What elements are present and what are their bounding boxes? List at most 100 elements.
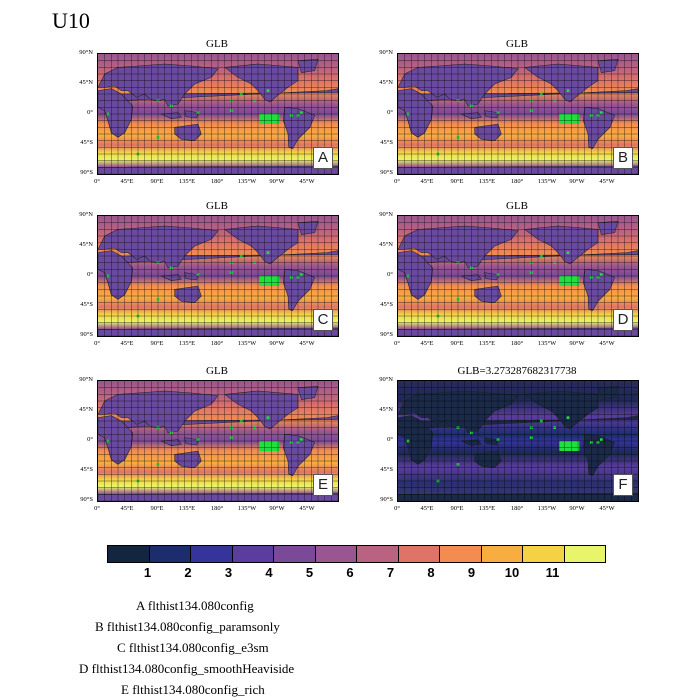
x-tick-label: 90°E xyxy=(150,340,164,347)
y-tick-label: 45°N xyxy=(379,241,393,248)
colorbar-tick-label: 4 xyxy=(265,565,273,580)
y-tick-label: 0° xyxy=(387,436,393,443)
map-panel-a: GLB A 90°N 45°N 0° 45°S 90°S 0° 45°E 90°E 135°E 180… xyxy=(79,38,339,198)
legend-run-name: flthist134.080config xyxy=(147,598,254,613)
panel-letter-label: E xyxy=(313,474,333,496)
panel-letter-label: F xyxy=(613,474,633,496)
x-tick-label: 0° xyxy=(394,178,400,185)
colorbar-swatch xyxy=(108,546,150,562)
colorbar-tick-label: 11 xyxy=(545,565,560,580)
map-panel-d: GLB D 90°N 45°N 0° 45°S 90°S 0° 45°E 90°E 135°E 180… xyxy=(379,200,639,360)
x-tick-label: 135°W xyxy=(537,178,557,185)
x-tick-label: 135°W xyxy=(237,505,257,512)
x-tick-label: 90°W xyxy=(569,340,585,347)
x-tick-label: 135°E xyxy=(478,340,496,347)
colorbar-swatch xyxy=(274,546,316,562)
colorbar-swatch xyxy=(232,546,274,562)
colorbar-tick-label: 5 xyxy=(305,565,314,580)
y-tick-label: 0° xyxy=(387,109,393,116)
colorbar-tick-label: 8 xyxy=(427,565,435,580)
y-tick-label: 45°S xyxy=(80,466,93,473)
x-tick-label: 90°W xyxy=(269,340,285,347)
x-tick-label: 90°W xyxy=(269,178,285,185)
colorbar-swatch xyxy=(191,546,233,562)
x-tick-label: 45°W xyxy=(299,505,315,512)
panel-letter-label: D xyxy=(613,309,633,331)
y-tick-label: 90°N xyxy=(379,49,393,56)
green-region-box xyxy=(259,276,280,286)
y-tick-label: 90°S xyxy=(380,331,393,338)
map-panel-c: GLB C 90°N 45°N 0° 45°S 90°S 0° 45°E 90°E 135°E 180… xyxy=(79,200,339,360)
station-marker xyxy=(300,438,303,441)
y-tick-label: 90°N xyxy=(79,211,93,218)
legend-run-name: flthist134.080config_smoothHeaviside xyxy=(91,661,295,676)
colorbar-swatch xyxy=(564,546,605,562)
legend-entry: A flthist134.080config xyxy=(136,598,254,614)
x-tick-label: 90°E xyxy=(450,178,464,185)
colorbar-tick-label: 10 xyxy=(504,565,520,580)
map-panel-e: GLB E 90°N 45°N 0° 45°S 90°S 0° 45°E 90°E 135°E 180… xyxy=(79,365,339,525)
y-tick-label: 45°N xyxy=(79,79,93,86)
y-tick-label: 45°N xyxy=(79,406,93,413)
station-marker xyxy=(600,273,603,276)
legend-letter: A xyxy=(136,598,145,613)
green-region-box xyxy=(559,114,580,124)
continent-outline xyxy=(398,415,433,465)
station-marker xyxy=(266,251,270,254)
station-marker xyxy=(266,89,270,92)
x-tick-label: 135°W xyxy=(237,178,257,185)
legend-run-name: flthist134.080config_e3sm xyxy=(128,640,269,655)
y-tick-label: 0° xyxy=(87,271,93,278)
x-tick-label: 135°E xyxy=(178,505,196,512)
x-tick-label: 180° xyxy=(510,178,524,185)
x-tick-label: 180° xyxy=(510,505,524,512)
station-marker xyxy=(600,438,603,441)
x-tick-label: 45°W xyxy=(599,340,615,347)
station-marker xyxy=(566,251,570,254)
station-marker xyxy=(266,416,270,419)
y-tick-label: 45°S xyxy=(380,466,393,473)
y-tick-label: 45°S xyxy=(380,301,393,308)
station-marker xyxy=(566,89,570,92)
x-tick-label: 135°E xyxy=(478,178,496,185)
x-tick-label: 180° xyxy=(510,340,524,347)
x-tick-label: 45°E xyxy=(120,505,134,512)
x-tick-label: 45°E xyxy=(420,340,434,347)
y-tick-label: 0° xyxy=(87,436,93,443)
colorbar-tick-label: 6 xyxy=(346,565,354,580)
x-tick-label: 180° xyxy=(210,340,224,347)
station-marker xyxy=(600,111,603,114)
x-tick-label: 135°W xyxy=(537,505,557,512)
x-tick-label: 45°W xyxy=(299,178,315,185)
colorbar-tick-label: 3 xyxy=(224,565,233,580)
x-tick-label: 135°E xyxy=(478,505,496,512)
x-tick-label: 90°W xyxy=(569,178,585,185)
y-tick-label: 90°N xyxy=(379,376,393,383)
map-plot xyxy=(97,380,339,502)
colorbar-tick-label: 1 xyxy=(143,565,152,580)
colorbar-swatch xyxy=(149,546,191,562)
colorbar-swatch xyxy=(357,546,399,562)
legend-letter: B xyxy=(95,619,104,634)
map-plot xyxy=(397,53,639,175)
y-tick-label: 90°S xyxy=(80,169,93,176)
legend-entry: E flthist134.080config_rich xyxy=(121,682,265,698)
green-region-box xyxy=(259,441,280,451)
legend-entry: C flthist134.080config_e3sm xyxy=(117,640,269,656)
legend-letter: D xyxy=(79,661,89,676)
y-tick-label: 45°N xyxy=(379,79,393,86)
legend-letter: C xyxy=(117,640,126,655)
x-tick-label: 90°E xyxy=(450,505,464,512)
x-tick-label: 0° xyxy=(94,340,100,347)
panel-title: GLB=3.273287682317738 xyxy=(457,365,577,377)
x-tick-label: 90°E xyxy=(450,340,464,347)
x-tick-label: 45°E xyxy=(120,340,134,347)
colorbar-tick-label: 7 xyxy=(386,565,395,580)
map-plot xyxy=(397,215,639,337)
green-region-box xyxy=(259,114,280,124)
y-tick-label: 45°N xyxy=(79,241,93,248)
map-plot xyxy=(397,380,639,502)
green-region-box xyxy=(559,441,580,451)
panel-title: GLB xyxy=(206,38,228,50)
legend-entry: B flthist134.080config_paramsonly xyxy=(95,619,280,635)
